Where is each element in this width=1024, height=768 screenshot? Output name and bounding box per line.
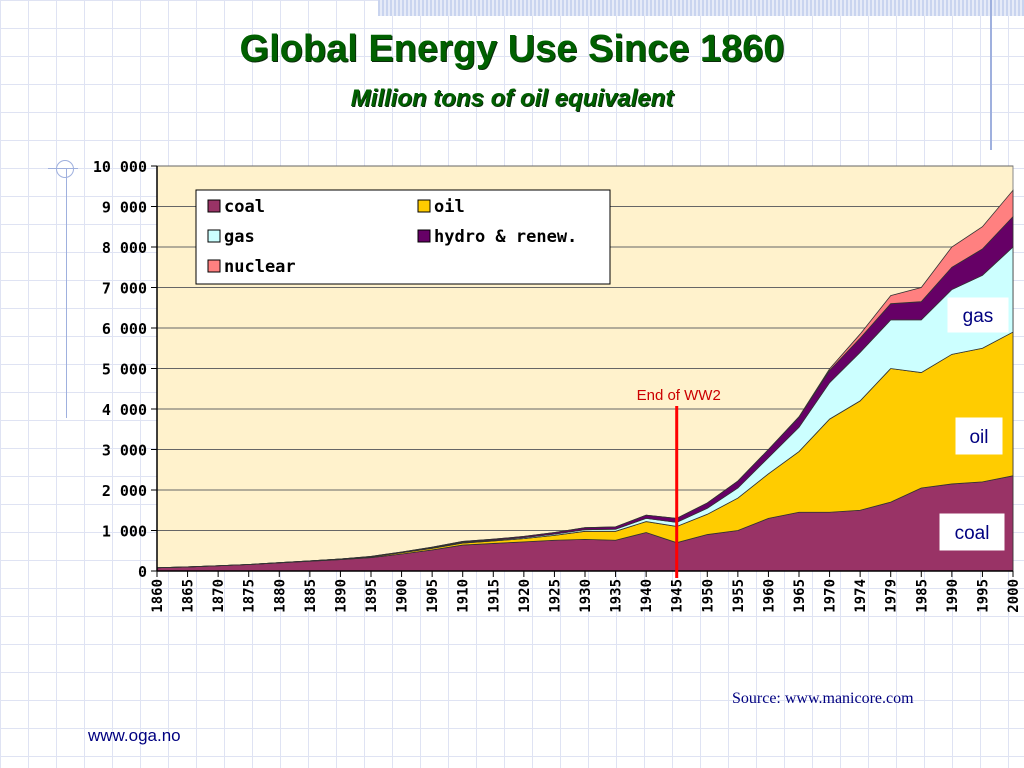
x-tick-label: 1935 — [609, 579, 625, 613]
x-tick-label: 1990 — [945, 579, 961, 613]
y-tick-label: 10 000 — [93, 158, 147, 176]
y-tick-label: 8 000 — [102, 239, 147, 257]
ww2-label: End of WW2 — [637, 387, 721, 404]
decorative-circle — [56, 160, 74, 178]
gas-callout-box — [947, 297, 1009, 333]
y-tick-label: 7 000 — [102, 280, 147, 298]
x-tick-label: 1875 — [242, 579, 258, 613]
y-tick-label: 6 000 — [102, 320, 147, 338]
legend-label: coal — [224, 197, 265, 217]
x-tick-label: 1945 — [670, 579, 686, 613]
x-tick-label: 1890 — [333, 579, 349, 613]
y-tick-label: 3 000 — [102, 442, 147, 460]
legend-label: gas — [224, 227, 255, 247]
x-tick-label: 1985 — [914, 579, 930, 613]
slide-subtitle: Million tons of oil equivalent — [350, 85, 674, 112]
x-tick-label: 1895 — [364, 579, 380, 613]
legend-label: oil — [434, 197, 465, 217]
y-tick-label: 0 — [138, 563, 147, 581]
legend-swatch — [207, 199, 221, 213]
x-tick-label: 1930 — [578, 579, 594, 613]
x-tick-label: 1974 — [853, 579, 869, 613]
legend-label: hydro & renew. — [434, 227, 577, 247]
oil-callout: oil — [969, 427, 988, 448]
y-tick-label: 2 000 — [102, 482, 147, 500]
legend-label: nuclear — [224, 257, 296, 277]
y-tick-label: 5 000 — [102, 361, 147, 379]
x-tick-label: 1860 — [150, 579, 166, 613]
x-tick-label: 1940 — [639, 579, 655, 613]
x-tick-label: 1960 — [761, 579, 777, 613]
decorative-left-line — [66, 168, 67, 418]
x-tick-label: 1915 — [486, 579, 502, 613]
y-tick-label: 4 000 — [102, 401, 147, 419]
slide-title: Global Energy Use Since 1860 — [239, 28, 785, 70]
x-tick-label: 1870 — [211, 579, 227, 613]
x-tick-label: 1979 — [884, 579, 900, 613]
x-tick-label: 1910 — [456, 579, 472, 613]
legend-swatch — [417, 199, 431, 213]
y-tick-label: 1 000 — [102, 523, 147, 541]
footer-url[interactable]: www.oga.no — [88, 726, 181, 745]
y-tick-label: 9 000 — [102, 199, 147, 217]
source-credit: Source: www.manicore.com — [732, 690, 914, 707]
legend-swatch — [207, 259, 221, 273]
x-tick-label: 1865 — [181, 579, 197, 613]
top-decorative-band — [378, 0, 1024, 16]
oil-callout-box — [955, 417, 1003, 455]
legend-swatch — [207, 229, 221, 243]
x-tick-label: 1955 — [731, 579, 747, 613]
x-tick-label: 1970 — [823, 579, 839, 613]
legend-swatch — [417, 229, 431, 243]
x-tick-label: 1900 — [395, 579, 411, 613]
gas-callout: gas — [963, 306, 994, 327]
coal-callout: coal — [955, 523, 990, 544]
x-tick-label: 1885 — [303, 579, 319, 613]
area-nuclear — [156, 189, 1014, 569]
x-tick-label: 2000 — [1006, 579, 1022, 613]
x-tick-label: 1880 — [272, 579, 288, 613]
x-tick-label: 1995 — [975, 579, 991, 613]
x-tick-label: 1950 — [700, 579, 716, 613]
decorative-vertical-line — [990, 0, 992, 150]
legend-box — [195, 189, 611, 285]
x-tick-label: 1920 — [517, 579, 533, 613]
coal-callout-box — [939, 513, 1005, 551]
x-tick-label: 1965 — [792, 579, 808, 613]
x-tick-label: 1925 — [547, 579, 563, 613]
x-tick-label: 1905 — [425, 579, 441, 613]
